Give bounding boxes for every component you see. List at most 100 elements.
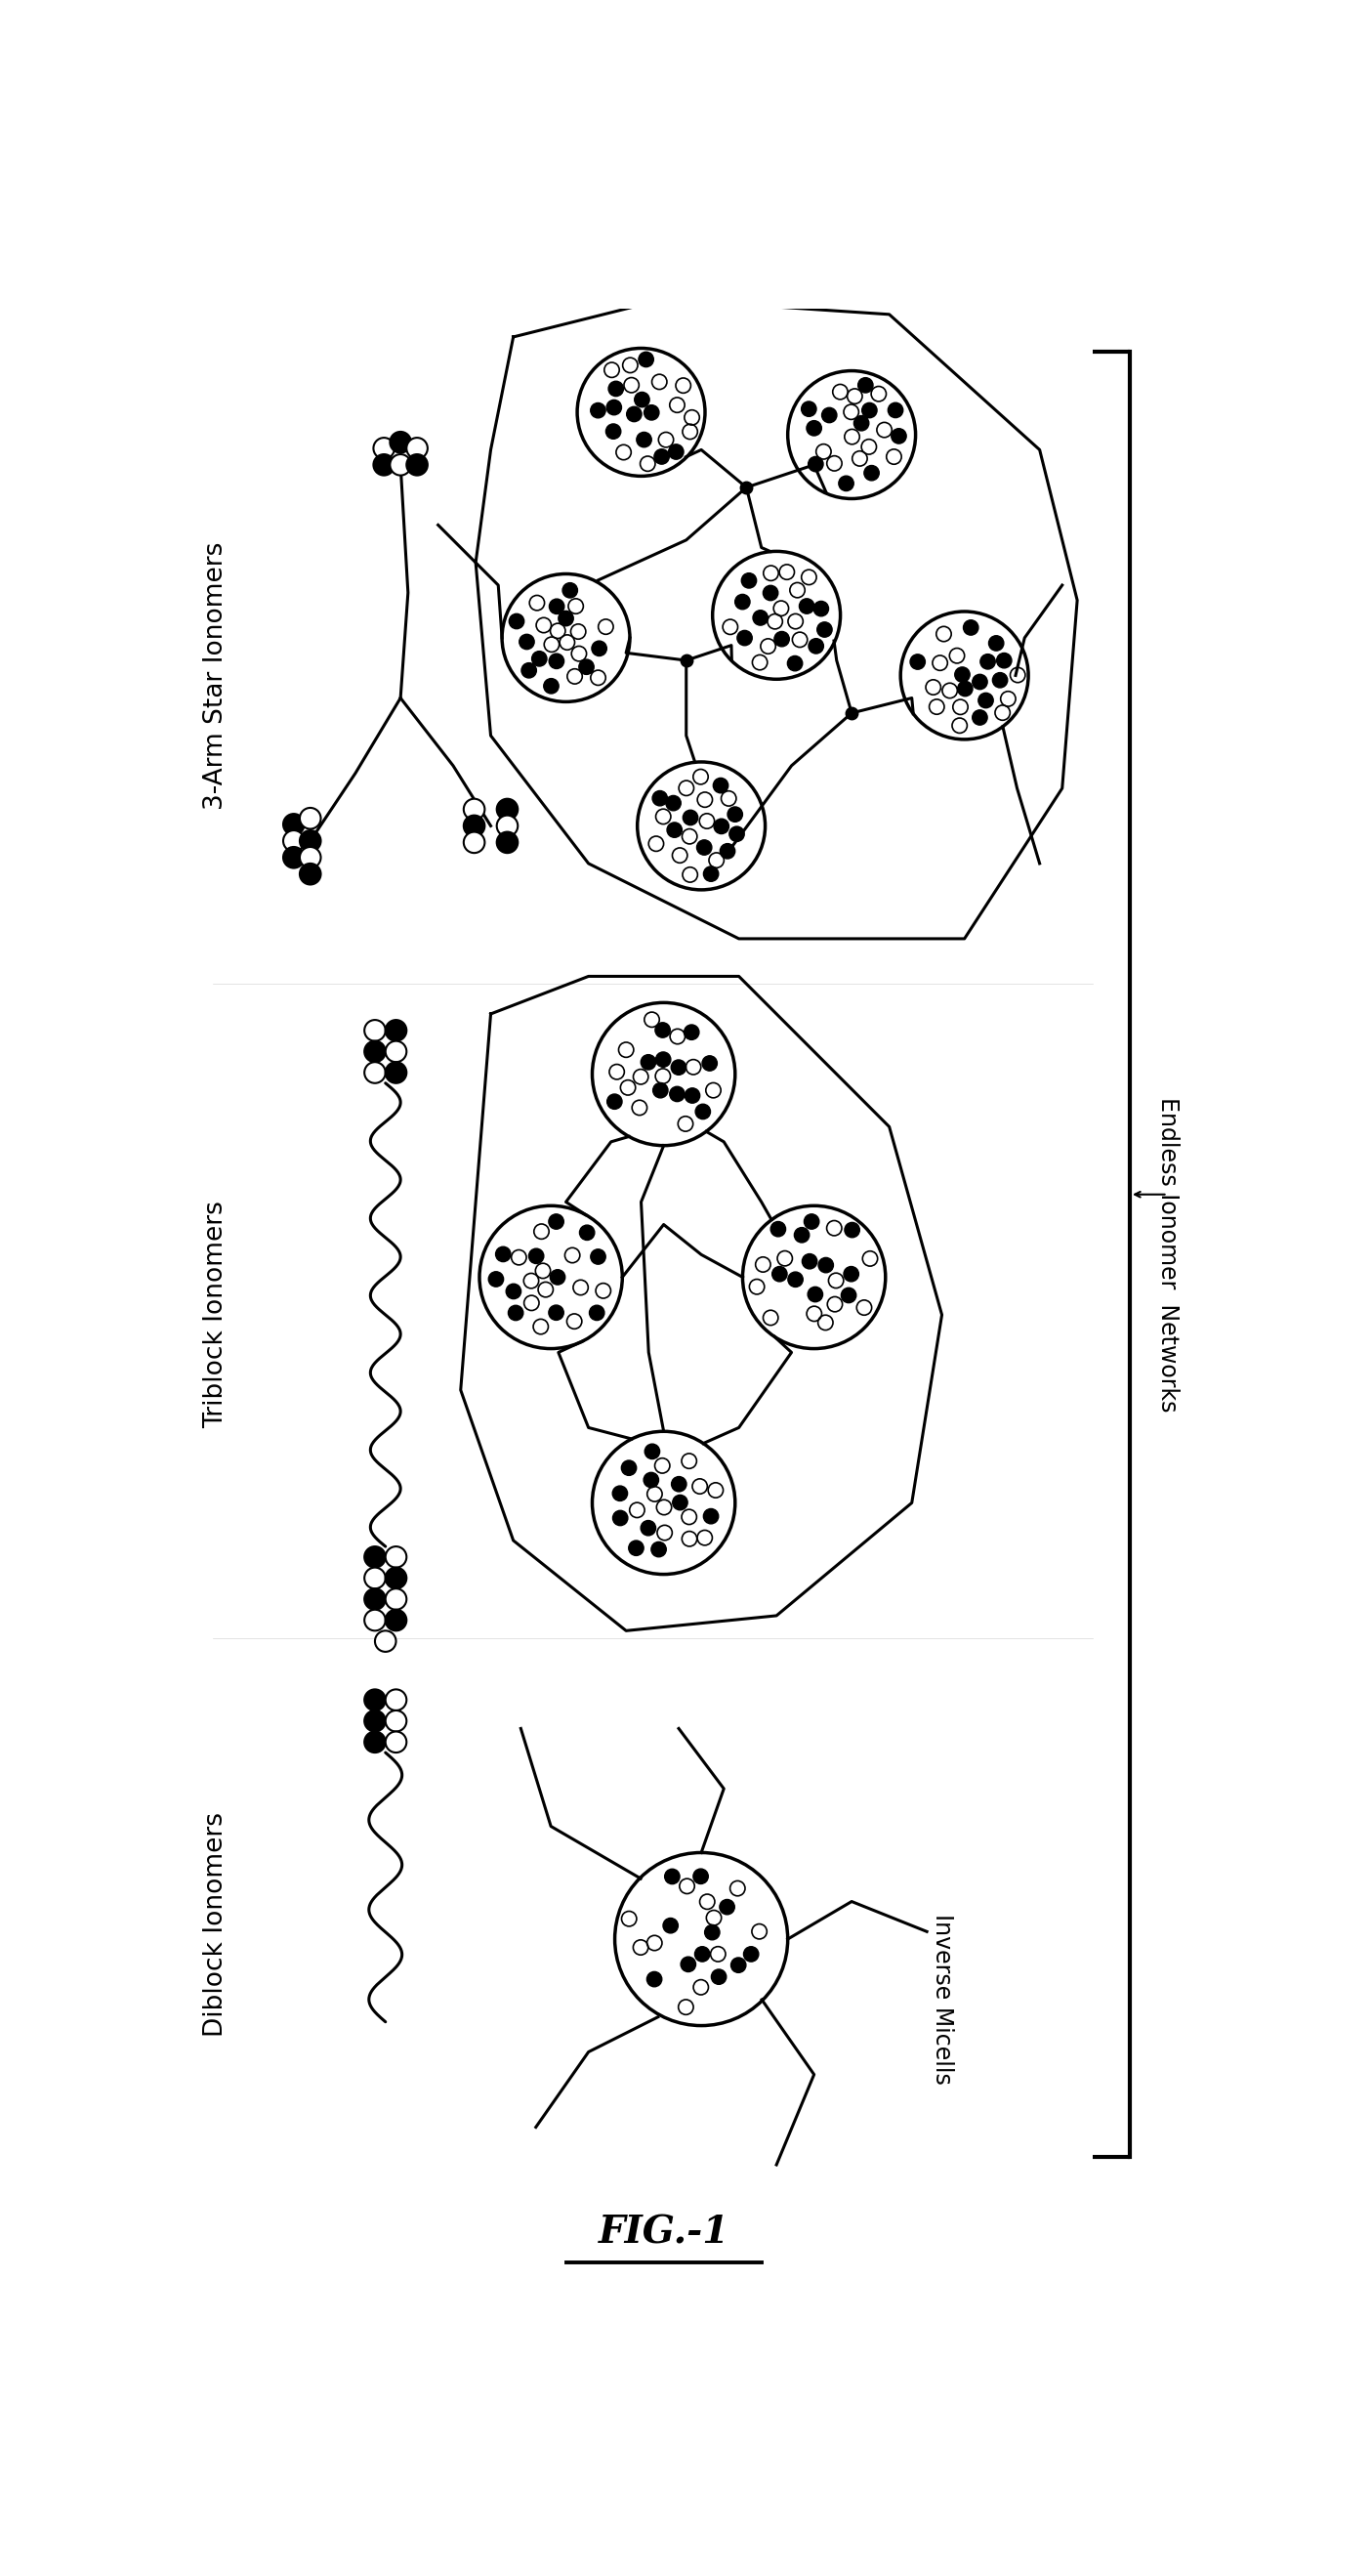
Circle shape bbox=[386, 1731, 406, 1752]
Circle shape bbox=[386, 1020, 406, 1041]
Circle shape bbox=[838, 477, 853, 492]
Circle shape bbox=[550, 1270, 565, 1285]
Circle shape bbox=[803, 1255, 818, 1270]
Circle shape bbox=[506, 1283, 521, 1298]
Circle shape bbox=[963, 621, 978, 636]
Circle shape bbox=[299, 863, 321, 884]
Circle shape bbox=[788, 1273, 803, 1288]
Circle shape bbox=[519, 634, 534, 649]
Circle shape bbox=[365, 1020, 386, 1041]
Circle shape bbox=[464, 832, 484, 853]
Circle shape bbox=[681, 1958, 696, 1971]
Text: Inverse Micells: Inverse Micells bbox=[930, 1914, 954, 2084]
Circle shape bbox=[591, 641, 606, 657]
Circle shape bbox=[390, 453, 412, 477]
Circle shape bbox=[668, 443, 683, 459]
Text: Triblock Ionomers: Triblock Ionomers bbox=[203, 1200, 229, 1430]
Circle shape bbox=[608, 381, 623, 397]
Circle shape bbox=[818, 1257, 833, 1273]
Circle shape bbox=[958, 680, 973, 696]
Circle shape bbox=[549, 1306, 564, 1319]
Circle shape bbox=[808, 456, 823, 471]
Circle shape bbox=[299, 829, 321, 853]
Circle shape bbox=[386, 1589, 406, 1610]
Circle shape bbox=[299, 848, 321, 868]
Circle shape bbox=[735, 595, 750, 611]
Circle shape bbox=[845, 1224, 860, 1236]
Circle shape bbox=[521, 662, 536, 677]
Circle shape bbox=[808, 639, 823, 654]
Circle shape bbox=[488, 1273, 504, 1285]
Circle shape bbox=[741, 572, 756, 587]
Text: Diblock Ionomers: Diblock Ionomers bbox=[203, 1811, 229, 2038]
Circle shape bbox=[667, 822, 682, 837]
Circle shape bbox=[299, 809, 321, 829]
Circle shape bbox=[375, 1631, 397, 1651]
Circle shape bbox=[656, 1023, 670, 1038]
Circle shape bbox=[386, 1041, 406, 1061]
Circle shape bbox=[590, 1249, 605, 1265]
Circle shape bbox=[794, 1229, 809, 1242]
Circle shape bbox=[788, 657, 803, 670]
Text: Endless Ionomer  Networks: Endless Ionomer Networks bbox=[1155, 1097, 1179, 1412]
Circle shape bbox=[978, 693, 993, 708]
Circle shape bbox=[646, 1971, 661, 1986]
Circle shape bbox=[386, 1610, 406, 1631]
Circle shape bbox=[654, 448, 670, 464]
Circle shape bbox=[365, 1690, 386, 1710]
Circle shape bbox=[822, 407, 837, 422]
Circle shape bbox=[643, 404, 659, 420]
Circle shape bbox=[711, 1968, 726, 1984]
Circle shape bbox=[774, 631, 789, 647]
Circle shape bbox=[643, 1473, 659, 1486]
Circle shape bbox=[606, 1095, 622, 1110]
Circle shape bbox=[801, 402, 816, 417]
Circle shape bbox=[704, 866, 719, 881]
Circle shape bbox=[590, 402, 605, 417]
Circle shape bbox=[814, 600, 829, 616]
Circle shape bbox=[365, 1589, 386, 1610]
Circle shape bbox=[365, 1061, 386, 1082]
Circle shape bbox=[653, 1082, 668, 1097]
Circle shape bbox=[705, 1924, 720, 1940]
Circle shape bbox=[579, 659, 594, 675]
Circle shape bbox=[641, 1520, 656, 1535]
Circle shape bbox=[365, 1041, 386, 1061]
Circle shape bbox=[737, 631, 752, 647]
Circle shape bbox=[464, 817, 484, 837]
Circle shape bbox=[864, 466, 879, 482]
Circle shape bbox=[606, 399, 622, 415]
Circle shape bbox=[992, 672, 1007, 688]
Circle shape bbox=[731, 1958, 746, 1973]
Circle shape bbox=[771, 1221, 786, 1236]
Circle shape bbox=[892, 428, 907, 443]
Circle shape bbox=[980, 654, 995, 670]
Circle shape bbox=[672, 1494, 687, 1510]
Circle shape bbox=[808, 1288, 823, 1301]
Circle shape bbox=[628, 1540, 643, 1556]
Circle shape bbox=[638, 353, 653, 366]
Circle shape bbox=[665, 796, 681, 811]
Circle shape bbox=[645, 1445, 660, 1458]
Circle shape bbox=[671, 1476, 686, 1492]
Circle shape bbox=[753, 611, 768, 626]
Circle shape bbox=[637, 433, 652, 448]
Circle shape bbox=[694, 1947, 709, 1963]
Circle shape bbox=[697, 840, 712, 855]
Circle shape bbox=[973, 711, 988, 724]
Circle shape bbox=[955, 667, 970, 683]
Circle shape bbox=[693, 1868, 708, 1883]
Circle shape bbox=[763, 585, 778, 600]
Circle shape bbox=[663, 1919, 678, 1932]
Circle shape bbox=[508, 1306, 523, 1321]
Circle shape bbox=[373, 438, 395, 459]
Circle shape bbox=[497, 799, 517, 819]
Circle shape bbox=[804, 1213, 819, 1229]
Circle shape bbox=[283, 814, 305, 835]
Circle shape bbox=[685, 1087, 700, 1103]
Circle shape bbox=[670, 1087, 685, 1103]
Circle shape bbox=[973, 675, 988, 690]
Circle shape bbox=[656, 1051, 671, 1066]
Circle shape bbox=[996, 652, 1011, 667]
Text: 3-Arm Star Ionomers: 3-Arm Star Ionomers bbox=[203, 541, 229, 809]
